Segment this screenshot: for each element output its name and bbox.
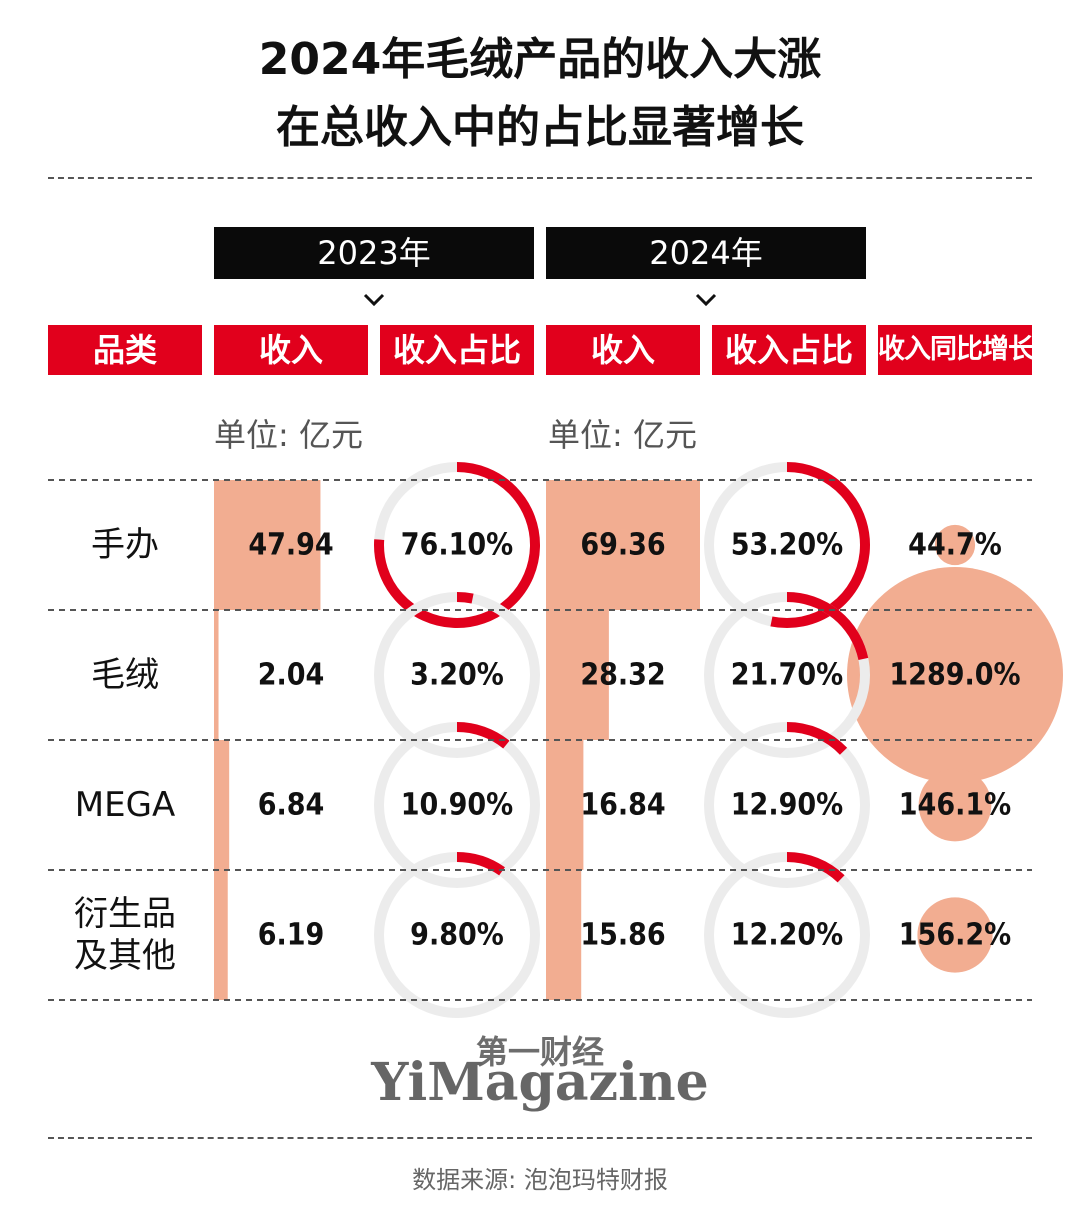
chart-title-line-2: 在总收入中的占比显著增长 (276, 102, 804, 153)
header-category: 品类 (48, 325, 202, 375)
revenue-2024-label: 28.32 (580, 658, 665, 693)
share-ring-2024 (770, 462, 870, 628)
header-growth: 收入同比增长 (878, 325, 1032, 375)
share-2024-label: 21.70% (731, 658, 843, 693)
year-header-2024: 2024年 (546, 227, 866, 279)
revenue-bar-2023 (214, 610, 219, 740)
value-label-layer: 47.94 76.10% 69.36 53.20% 44.7% 2.04 3.20% 28.3… (248, 528, 1020, 953)
revenue-2024-label: 69.36 (580, 528, 665, 563)
revenue-bar-2024 (546, 610, 609, 740)
growth-label: 146.1% (899, 788, 1011, 823)
share-ring-2024 (786, 722, 848, 755)
source-note: 数据来源: 泡泡玛特财报 (412, 1166, 668, 1194)
unit-label-2023: 单位: 亿元 (214, 416, 363, 454)
growth-label: 44.7% (908, 528, 1002, 563)
row-category-label: MEGA (74, 785, 176, 825)
year-header-2023: 2023年 (214, 227, 534, 279)
share-2024-label: 12.90% (731, 788, 843, 823)
share-2023-label: 76.10% (401, 528, 513, 563)
share-ring-2024 (786, 852, 845, 883)
revenue-2024-label: 16.84 (580, 788, 665, 823)
share-2023-label: 9.80% (410, 918, 504, 953)
growth-circle (847, 567, 1063, 783)
share-2023-label: 3.20% (410, 658, 504, 693)
row-category-label: 衍生品 及其他 (74, 894, 176, 976)
growth-label: 1289.0% (889, 658, 1020, 693)
growth-circle (918, 768, 992, 842)
chevron-down-icon (363, 293, 385, 307)
growth-circle (917, 897, 993, 973)
share-ring-2023 (456, 722, 510, 749)
share-2023-label: 10.90% (401, 788, 513, 823)
share-2024-label: 12.20% (731, 918, 843, 953)
chevron-down-icon (695, 293, 717, 307)
header-revenue-2023: 收入 (214, 325, 368, 375)
watermark-chinese: 第一财经 (475, 1033, 604, 1071)
revenue-2023-label: 2.04 (258, 658, 325, 693)
share-ring-2024 (786, 592, 869, 661)
revenue-bar-2024 (546, 480, 700, 610)
row-category-label: 手办 (91, 525, 159, 565)
bottom-divider (48, 1137, 1032, 1139)
share-ring-2023 (374, 462, 540, 628)
header-revenue-2024: 收入 (546, 325, 700, 375)
growth-circle (934, 524, 976, 566)
share-ring-2023 (456, 591, 474, 604)
revenue-bar-2024 (546, 740, 584, 870)
growth-circle-layer (847, 524, 1063, 973)
revenue-2024-label: 15.86 (580, 918, 665, 953)
revenue-bar-2023 (214, 480, 321, 610)
revenue-bar-2024 (546, 870, 582, 1000)
revenue-bar-layer (214, 480, 700, 1000)
revenue-bar-2023 (214, 740, 230, 870)
revenue-2023-label: 6.19 (258, 918, 325, 953)
revenue-2023-label: 6.84 (258, 788, 325, 823)
share-ring-layer (374, 462, 870, 1018)
share-2024-label: 53.20% (731, 528, 843, 563)
growth-label: 156.2% (899, 918, 1011, 953)
chart-title-line-1: 2024年毛绒产品的收入大涨 (258, 34, 822, 85)
header-share-2024: 收入占比 (712, 325, 866, 375)
row-category-label: 毛绒 (91, 655, 159, 695)
watermark-logo: YiMagazine (371, 1052, 709, 1113)
revenue-bar-2023 (214, 870, 228, 1000)
unit-label-2024: 单位: 亿元 (548, 416, 697, 454)
top-divider (48, 177, 1032, 179)
header-share-2023: 收入占比 (380, 325, 534, 375)
revenue-2023-label: 47.94 (248, 528, 333, 563)
